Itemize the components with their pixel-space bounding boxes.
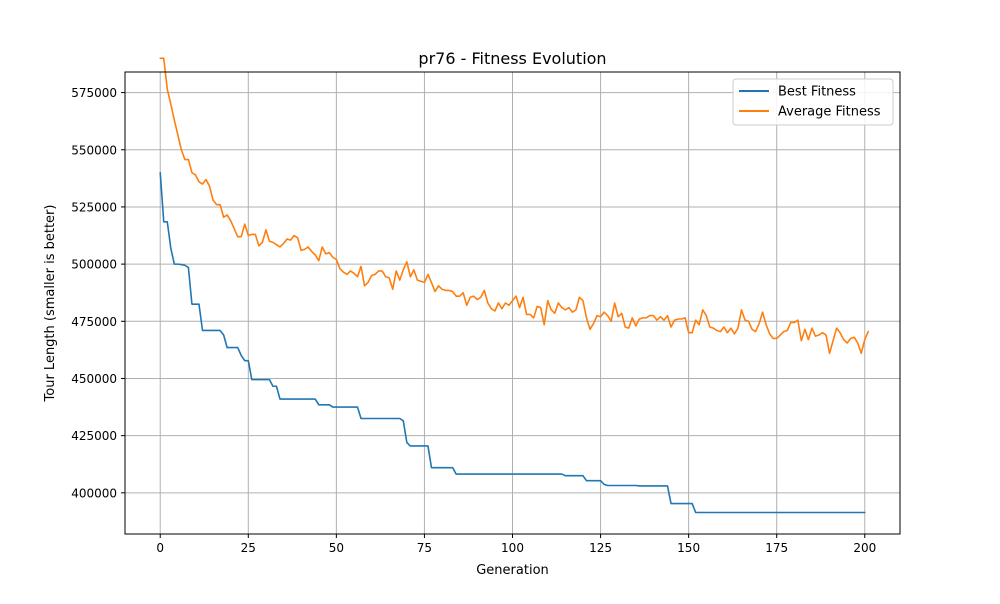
x-tick-label: 25 <box>241 541 256 555</box>
legend-label-average-fitness: Average Fitness <box>778 105 881 120</box>
y-tick-label: 475000 <box>71 315 117 329</box>
y-tick-label: 400000 <box>71 486 117 500</box>
legend-box <box>732 78 894 126</box>
legend: Best Fitness Average Fitness <box>732 78 894 126</box>
x-axis-ticks: 0 25 50 75 100 125 150 175 200 <box>156 534 876 555</box>
series-line-best-fitness <box>159 171 866 514</box>
y-tick-label: 450000 <box>71 372 117 386</box>
x-tick-label: 100 <box>501 541 524 555</box>
y-tick-label: 425000 <box>71 429 117 443</box>
series-line-average-fitness <box>159 57 870 355</box>
x-tick-label: 75 <box>417 541 432 555</box>
y-tick-label: 550000 <box>71 143 117 157</box>
y-tick-label: 575000 <box>71 86 117 100</box>
y-axis-ticks: 400000 425000 450000 475000 500000 525000 5500… <box>71 86 125 500</box>
x-tick-label: 200 <box>853 541 876 555</box>
chart-title: pr76 - Fitness Evolution <box>418 49 606 68</box>
x-tick-label: 0 <box>156 541 164 555</box>
x-tick-label: 175 <box>765 541 788 555</box>
y-axis-label: Tour Length (smaller is better) <box>43 205 58 403</box>
y-tick-label: 525000 <box>71 200 117 214</box>
x-tick-label: 150 <box>677 541 700 555</box>
legend-label-best-fitness: Best Fitness <box>778 85 856 100</box>
y-tick-label: 500000 <box>71 258 117 272</box>
x-axis-label: Generation <box>476 563 549 578</box>
series-lines <box>159 57 870 514</box>
x-tick-label: 125 <box>589 541 612 555</box>
x-tick-label: 50 <box>329 541 344 555</box>
